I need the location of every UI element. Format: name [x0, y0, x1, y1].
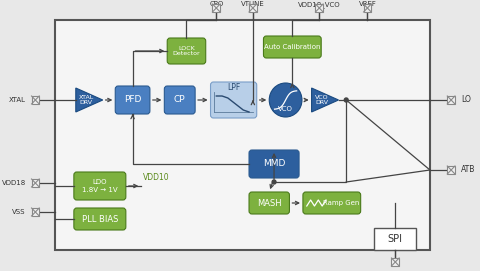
Text: ATB: ATB	[461, 166, 475, 175]
Text: VCO: VCO	[278, 106, 293, 112]
Bar	[392, 258, 399, 266]
Polygon shape	[312, 88, 338, 112]
Polygon shape	[76, 88, 103, 112]
Text: SPI: SPI	[388, 234, 403, 244]
Bar	[32, 96, 39, 104]
Bar	[315, 4, 323, 12]
Text: LOCK
Detector: LOCK Detector	[173, 46, 200, 56]
Text: VDD18_VCO: VDD18_VCO	[298, 1, 341, 8]
FancyBboxPatch shape	[115, 86, 150, 114]
Bar	[447, 96, 455, 104]
FancyBboxPatch shape	[164, 86, 195, 114]
Text: VSS: VSS	[12, 209, 26, 215]
Circle shape	[272, 180, 276, 184]
Text: LPF: LPF	[227, 83, 240, 92]
Circle shape	[269, 83, 302, 117]
Bar	[374, 228, 417, 250]
Text: XTAL: XTAL	[9, 97, 26, 103]
FancyBboxPatch shape	[303, 192, 360, 214]
FancyBboxPatch shape	[249, 192, 289, 214]
Text: Auto Calibration: Auto Calibration	[264, 44, 321, 50]
FancyBboxPatch shape	[264, 36, 321, 58]
FancyBboxPatch shape	[211, 82, 257, 118]
Bar	[32, 208, 39, 216]
Circle shape	[344, 98, 348, 102]
Text: MASH: MASH	[257, 198, 282, 208]
Bar	[55, 20, 430, 250]
FancyBboxPatch shape	[74, 172, 126, 200]
Text: LDO
1.8V → 1V: LDO 1.8V → 1V	[82, 179, 118, 192]
Bar	[32, 179, 39, 187]
Text: VREF: VREF	[359, 2, 376, 8]
Bar	[213, 4, 220, 12]
Text: PFD: PFD	[124, 95, 141, 105]
Text: XTAL
DRV: XTAL DRV	[78, 95, 94, 105]
FancyBboxPatch shape	[74, 208, 126, 230]
Text: PLL BIAS: PLL BIAS	[82, 215, 118, 224]
Bar	[363, 4, 371, 12]
Text: VDD10: VDD10	[143, 173, 170, 182]
Text: LO: LO	[461, 95, 470, 105]
Text: VTUNE: VTUNE	[241, 2, 265, 8]
Text: VCO
DRV: VCO DRV	[315, 95, 329, 105]
Text: MMD: MMD	[263, 160, 285, 169]
Text: Ramp Gen: Ramp Gen	[323, 200, 359, 206]
Text: VDD18: VDD18	[1, 180, 26, 186]
Bar	[249, 4, 257, 12]
Text: CP: CP	[174, 95, 186, 105]
FancyBboxPatch shape	[167, 38, 206, 64]
Text: CPO: CPO	[209, 2, 223, 8]
Bar	[447, 166, 455, 174]
FancyBboxPatch shape	[249, 150, 299, 178]
